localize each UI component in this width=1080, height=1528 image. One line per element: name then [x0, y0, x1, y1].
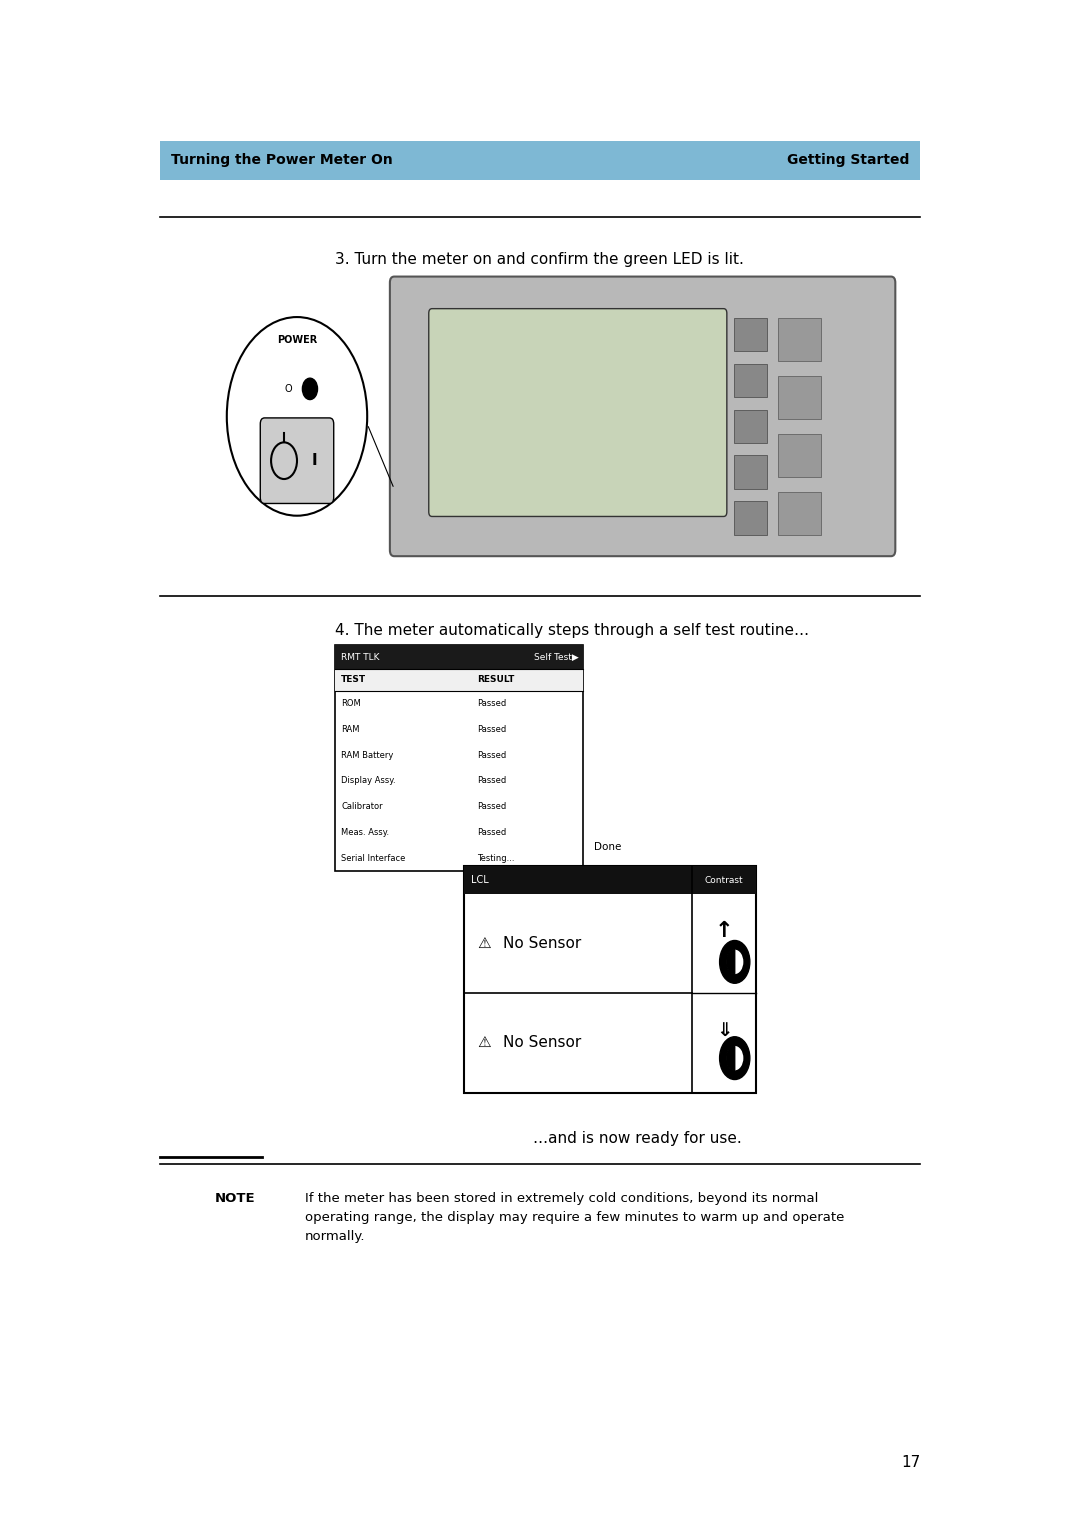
FancyBboxPatch shape [429, 309, 727, 516]
Text: …and is now ready for use.: …and is now ready for use. [532, 1131, 742, 1146]
Bar [335, 645, 583, 871]
Text: Testing...: Testing... [477, 854, 514, 863]
Text: 17: 17 [901, 1455, 920, 1470]
Text: Contrast: Contrast [704, 876, 743, 885]
Bar [464, 866, 756, 894]
Text: Passed: Passed [477, 802, 507, 811]
Bar [778, 492, 821, 535]
Polygon shape [726, 1045, 734, 1071]
Text: Turning the Power Meter On: Turning the Power Meter On [171, 153, 392, 168]
Bar [734, 501, 767, 535]
FancyBboxPatch shape [390, 277, 895, 556]
Text: Passed: Passed [477, 724, 507, 733]
Circle shape [302, 379, 318, 400]
Bar [778, 376, 821, 419]
Bar [734, 364, 767, 397]
Bar [464, 866, 756, 1093]
Bar [734, 318, 767, 351]
Text: ⚠: ⚠ [477, 1036, 490, 1050]
Bar [734, 410, 767, 443]
Text: ⇓: ⇓ [716, 1021, 732, 1041]
Text: LCL: LCL [471, 876, 488, 885]
Text: Self Test▶: Self Test▶ [535, 652, 579, 662]
Text: Serial Interface: Serial Interface [341, 854, 406, 863]
Text: Getting Started: Getting Started [787, 153, 909, 168]
Text: NOTE: NOTE [215, 1192, 256, 1206]
Text: If the meter has been stored in extremely cold conditions, beyond its normal
ope: If the meter has been stored in extremel… [305, 1192, 843, 1242]
Text: No Sensor: No Sensor [503, 1036, 581, 1050]
FancyBboxPatch shape [260, 417, 334, 504]
Text: Meas. Assy.: Meas. Assy. [341, 828, 390, 837]
Bar [160, 141, 920, 180]
Text: RMT TLK: RMT TLK [341, 652, 380, 662]
Bar [734, 455, 767, 489]
Bar [335, 645, 583, 669]
Text: 4. The meter automatically steps through a self test routine…: 4. The meter automatically steps through… [335, 623, 809, 639]
Text: ⚠: ⚠ [477, 937, 490, 950]
Text: No Sensor: No Sensor [503, 937, 581, 950]
Polygon shape [726, 950, 734, 975]
Text: RESULT: RESULT [477, 675, 514, 685]
Circle shape [719, 941, 750, 984]
Text: Done: Done [594, 842, 621, 851]
Text: Display Assy.: Display Assy. [341, 776, 396, 785]
Text: RAM: RAM [341, 724, 360, 733]
Bar [335, 669, 583, 691]
Circle shape [719, 1038, 750, 1080]
Text: Passed: Passed [477, 828, 507, 837]
Text: O: O [284, 384, 293, 394]
Text: ↑: ↑ [715, 921, 733, 941]
Text: POWER: POWER [276, 336, 318, 345]
Text: ROM: ROM [341, 698, 361, 707]
Text: Passed: Passed [477, 698, 507, 707]
Text: 3. Turn the meter on and confirm the green LED is lit.: 3. Turn the meter on and confirm the gre… [335, 252, 744, 267]
Text: TEST: TEST [341, 675, 366, 685]
Circle shape [726, 950, 743, 975]
Text: Passed: Passed [477, 776, 507, 785]
Text: RAM Battery: RAM Battery [341, 750, 393, 759]
Text: I: I [311, 454, 318, 468]
Circle shape [726, 1047, 743, 1071]
Circle shape [227, 318, 367, 516]
Text: Passed: Passed [477, 750, 507, 759]
Bar [778, 318, 821, 361]
Bar [778, 434, 821, 477]
Text: Calibrator: Calibrator [341, 802, 383, 811]
